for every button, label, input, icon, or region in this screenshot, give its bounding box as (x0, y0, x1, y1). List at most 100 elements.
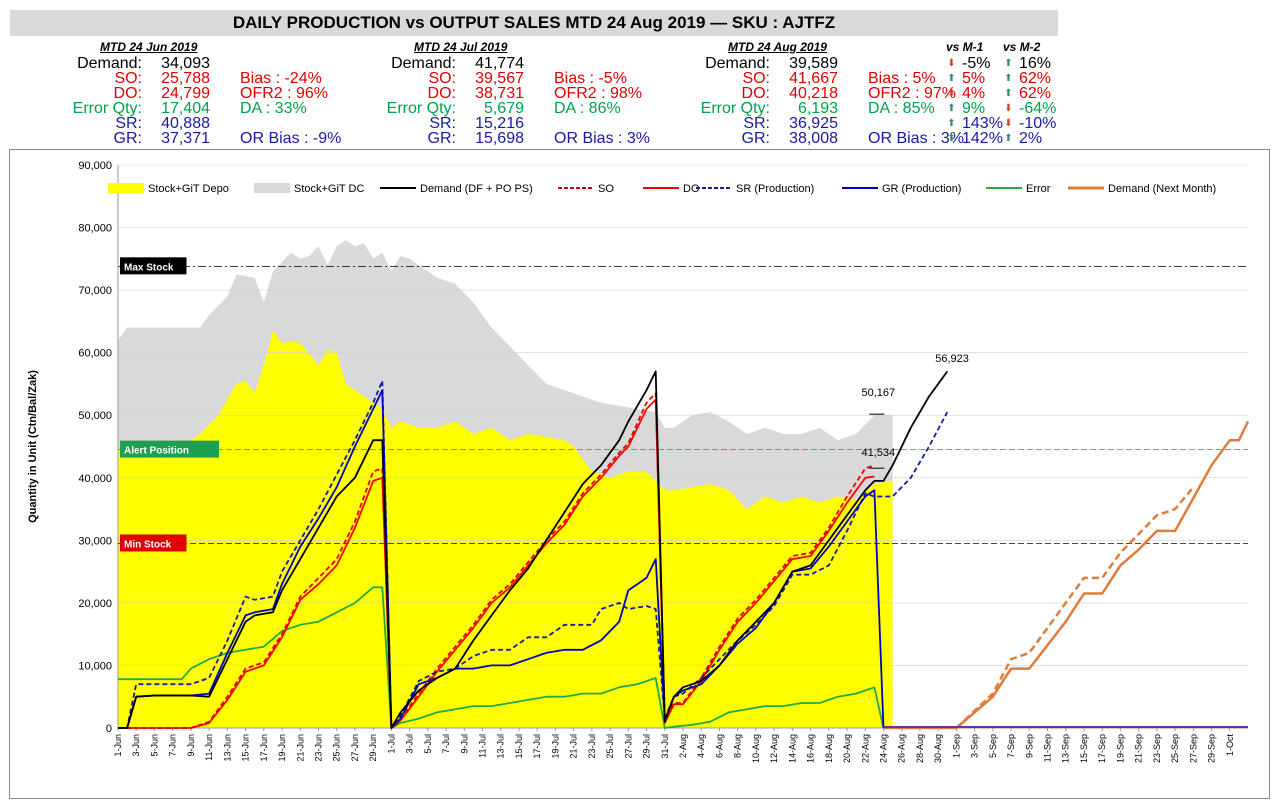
stat-label: SO: (742, 70, 770, 87)
arrow-up-icon: ⬆ (1004, 133, 1013, 144)
x-tick-label: 15-Jul (514, 734, 524, 759)
x-tick-label: 14-Aug (787, 734, 797, 763)
stat-extra: Bias : -5% (554, 70, 627, 87)
reference-label-bg (120, 440, 219, 458)
x-tick-label: 11-Jun (204, 734, 214, 761)
x-tick-label: 11-Jul (478, 734, 488, 758)
y-axis-label: Quantity in Unit (Ctn/Bal/Zak) (27, 370, 39, 523)
x-tick-label: 18-Aug (824, 734, 834, 763)
series-line-sr-production (118, 379, 949, 729)
data-label: 50,167 (861, 387, 895, 399)
x-tick-label: 29-Jun (368, 734, 378, 762)
x-tick-label: 1-Jun (113, 734, 123, 757)
x-tick-label: 25-Jun (332, 734, 342, 762)
comparison-value: 2% (1019, 130, 1043, 147)
stat-value: 15,216 (475, 115, 524, 132)
x-tick-label: 12-Aug (769, 734, 779, 763)
stat-label: SR: (115, 115, 142, 132)
x-tick-label: 23-Jul (587, 734, 597, 759)
legend-label: Demand (Next Month) (1108, 183, 1216, 195)
stat-label: SR: (429, 115, 456, 132)
stat-extra: Bias : 5% (868, 70, 936, 87)
stat-label: Demand: (77, 55, 142, 72)
stat-label: Demand: (705, 55, 770, 72)
x-tick-label: 9-Jun (186, 734, 196, 757)
x-tick-label: 16-Aug (806, 734, 816, 763)
x-tick-label: 27-Jun (350, 734, 360, 762)
x-tick-label: 27-Sep (1188, 734, 1198, 763)
arrow-up-icon: ⬆ (947, 103, 956, 114)
legend-label: DO (683, 183, 700, 195)
x-tick-label: 21-Sep (1134, 734, 1144, 763)
area-stock-depo (118, 330, 893, 728)
stat-label: SO: (114, 70, 142, 87)
stat-heading: MTD 24 Jul 2019 (414, 40, 508, 54)
x-tick-label: 17-Sep (1097, 734, 1107, 763)
page-title: DAILY PRODUCTION vs OUTPUT SALES MTD 24 … (232, 13, 836, 32)
legend-label: Error (1026, 183, 1051, 195)
comparison-value: 62% (1019, 70, 1052, 87)
x-tick-label: 7-Jun (168, 734, 178, 757)
legend-label: Stock+GiT DC (294, 183, 364, 195)
stat-value: 25,788 (161, 70, 210, 87)
x-tick-label: 9-Jul (459, 734, 469, 754)
stat-value: 38,731 (475, 85, 524, 102)
x-tick-label: 10-Aug (751, 734, 761, 763)
x-tick-label: 21-Jun (295, 734, 305, 762)
x-tick-label: 30-Aug (933, 734, 943, 763)
data-label: 41,534 (861, 447, 895, 459)
stat-extra: DA : 85% (868, 100, 935, 117)
stat-value: 5,679 (483, 100, 524, 117)
stat-label: Demand: (391, 55, 456, 72)
stat-value: 40,888 (161, 115, 210, 132)
reference-label: Max Stock (124, 262, 174, 273)
legend-label: Stock+GiT Depo (148, 183, 229, 195)
stat-extra: DA : 33% (240, 100, 307, 117)
x-tick-label: 5-Jul (423, 734, 433, 754)
stat-value: 36,925 (789, 115, 838, 132)
arrow-up-icon: ⬆ (947, 133, 956, 144)
x-tick-label: 5-Sep (988, 734, 998, 758)
x-tick-label: 1-Oct (1225, 734, 1235, 757)
y-tick-label: 0 (106, 723, 112, 735)
x-tick-label: 23-Sep (1152, 734, 1162, 763)
x-tick-label: 21-Jul (569, 734, 579, 759)
stat-value: 41,774 (475, 55, 524, 72)
stat-extra: OR Bias : -9% (240, 130, 342, 147)
comparison-value: 9% (962, 100, 986, 117)
stat-extra: DA : 86% (554, 100, 621, 117)
stat-label: DO: (113, 85, 142, 102)
x-tick-label: 24-Aug (878, 734, 888, 763)
stat-value: 34,093 (161, 55, 210, 72)
stat-heading: MTD 24 Jun 2019 (100, 40, 198, 54)
x-tick-label: 7-Sep (1006, 734, 1016, 758)
stat-label: GR: (741, 130, 770, 147)
arrow-down-icon: ⬇ (947, 88, 956, 99)
x-tick-label: 5-Jun (149, 734, 159, 757)
x-tick-label: 23-Jun (313, 734, 323, 762)
stat-label: SR: (743, 115, 770, 132)
stat-value: 39,589 (789, 55, 838, 72)
comparison-heading: vs M-2 (1003, 40, 1041, 54)
x-tick-label: 27-Jul (623, 734, 633, 759)
series-line-demand-next-month (883, 420, 1250, 730)
x-tick-label: 29-Jul (642, 734, 652, 759)
stat-label: Error Qty: (386, 100, 456, 117)
series-line-so (118, 392, 875, 729)
stat-extra: OR Bias : 3% (868, 130, 965, 147)
comparison-value: -5% (962, 55, 991, 72)
arrow-down-icon: ⬇ (947, 58, 956, 69)
comparison-heading: vs M-1 (946, 40, 984, 54)
comparison-value: 142% (962, 130, 1003, 147)
x-tick-label: 15-Jun (241, 734, 251, 762)
comparison-value: -64% (1019, 100, 1057, 117)
reference-label-bg (120, 257, 187, 275)
series-line-error (118, 586, 885, 729)
arrow-down-icon: ⬇ (1004, 103, 1013, 114)
x-tick-label: 20-Aug (842, 734, 852, 763)
title-bar: DAILY PRODUCTION vs OUTPUT SALES MTD 24 … (10, 10, 1058, 36)
x-tick-label: 8-Aug (733, 734, 743, 758)
x-tick-label: 19-Jul (550, 734, 560, 759)
stat-value: 37,371 (161, 130, 210, 147)
stat-value: 39,567 (475, 70, 524, 87)
